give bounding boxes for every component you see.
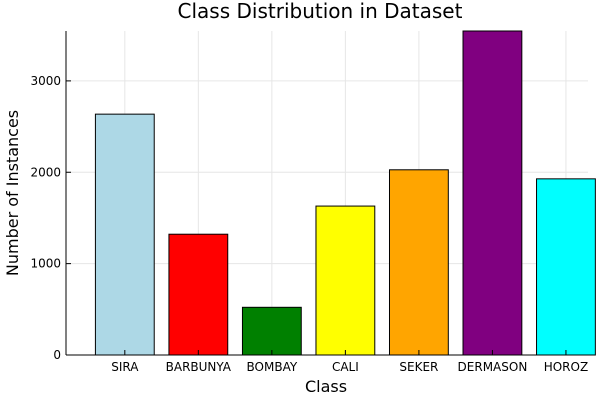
bar-dermason [462,30,523,356]
bar-sira [94,113,155,356]
axes [65,31,588,356]
bar-cali [315,205,376,356]
x-tick-label: BARBUNYA [166,360,232,374]
x-tick-label: DERMASON [458,360,528,374]
x-tick-label: SIRA [111,360,139,374]
x-tick-label: SEKER [399,360,438,374]
x-tick-labels: SIRA BARBUNYA BOMBAY CALI SEKER DERMASON HOROZ [111,360,588,374]
y-tick-label: 3000 [30,74,61,88]
x-axis-label: Class [305,377,347,396]
chart-title: Class Distribution in Dataset [178,0,463,23]
y-tick-label: 1000 [30,257,61,271]
y-tick-label: 0 [53,348,61,362]
x-tick-label: BOMBAY [247,360,298,374]
y-tick-labels: 0 1000 2000 3000 [30,74,61,362]
bar-seker [388,169,449,356]
y-tick-label: 2000 [30,165,61,179]
x-tick-label: CALI [332,360,359,374]
x-tick-label: HOROZ [544,360,588,374]
y-axis-label: Number of Instances [3,110,22,276]
bar-barbunya [168,233,229,356]
bars [94,30,596,356]
bar-bombay [241,306,302,356]
bar-horoz [536,178,596,356]
